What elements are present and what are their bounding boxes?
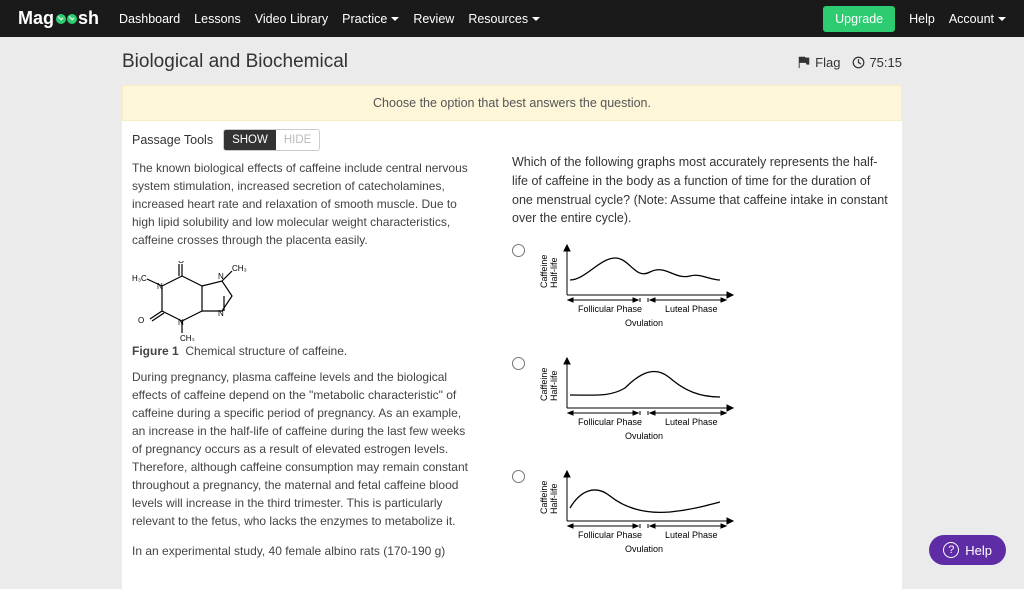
- nav-link-video-library[interactable]: Video Library: [255, 12, 328, 26]
- nav-account-label: Account: [949, 12, 994, 26]
- clock-icon: [852, 56, 865, 69]
- logo-oo-icon: [55, 14, 77, 24]
- timer: 75:15: [852, 55, 902, 70]
- svg-text:Luteal Phase: Luteal Phase: [665, 417, 718, 427]
- svg-text:CH₃: CH₃: [180, 334, 195, 341]
- svg-text:CH₃: CH₃: [232, 264, 247, 273]
- flag-button[interactable]: Flag: [797, 55, 840, 70]
- chevron-down-icon: [998, 17, 1006, 21]
- passage-toggle: SHOW HIDE: [223, 129, 320, 151]
- svg-text:Caffeine: Caffeine: [539, 481, 549, 514]
- logo-prefix: Mag: [18, 8, 54, 29]
- nav-help-link[interactable]: Help: [909, 12, 935, 26]
- help-widget[interactable]: ? Help: [929, 535, 1006, 565]
- passage-paragraph: During pregnancy, plasma caffeine levels…: [132, 368, 474, 530]
- passage-paragraph: In an experimental study, 40 female albi…: [132, 542, 474, 559]
- passage-scroll[interactable]: The known biological effects of caffeine…: [132, 159, 482, 559]
- question-column: Which of the following graphs most accur…: [492, 159, 892, 579]
- svg-text:Caffeine: Caffeine: [539, 255, 549, 288]
- page-title: Biological and Biochemical: [122, 51, 348, 73]
- hide-button[interactable]: HIDE: [276, 130, 319, 150]
- help-icon: ?: [943, 542, 959, 558]
- nav-link-dashboard[interactable]: Dashboard: [119, 12, 180, 26]
- chevron-down-icon: [532, 17, 540, 21]
- caffeine-structure-icon: H₃C CH₃ CH₃ O O N N N N: [132, 261, 252, 341]
- svg-text:Follicular Phase: Follicular Phase: [578, 417, 642, 427]
- figure-caption-text: Chemical structure of caffeine.: [185, 344, 347, 358]
- svg-text:Ovulation: Ovulation: [625, 431, 663, 441]
- graph-b: Caffeine Half-life Follicular Phase Lute…: [535, 353, 745, 448]
- svg-text:O: O: [138, 316, 144, 325]
- svg-text:H₃C: H₃C: [132, 274, 147, 283]
- svg-text:N: N: [218, 272, 224, 281]
- radio-b[interactable]: [512, 357, 525, 370]
- answer-option-c[interactable]: Caffeine Half-life Follicular Phase Lute…: [512, 466, 892, 561]
- main-container: Biological and Biochemical Flag 75:15 Ch…: [122, 37, 902, 589]
- logo[interactable]: Mag sh: [18, 8, 99, 29]
- radio-c[interactable]: [512, 470, 525, 483]
- passage-tools-label: Passage Tools: [132, 133, 213, 147]
- nav-account-link[interactable]: Account: [949, 12, 1006, 26]
- graph-icon: Caffeine Half-life Follicular Phase Lute…: [535, 466, 745, 561]
- nav-link-practice[interactable]: Practice: [342, 12, 399, 26]
- navbar: Mag sh Dashboard Lessons Video Library Pract…: [0, 0, 1024, 37]
- nav-link-review[interactable]: Review: [413, 12, 454, 26]
- answer-option-a[interactable]: Caffeine Half-life Follicular Phase Lute…: [512, 240, 892, 335]
- nav-link-lessons[interactable]: Lessons: [194, 12, 241, 26]
- upgrade-button[interactable]: Upgrade: [823, 6, 895, 32]
- svg-text:Ovulation: Ovulation: [625, 544, 663, 554]
- flag-icon: [797, 55, 811, 69]
- graph-a: Caffeine Half-life Follicular Phase Lute…: [535, 240, 745, 335]
- title-row: Biological and Biochemical Flag 75:15: [122, 37, 902, 85]
- passage-column: The known biological effects of caffeine…: [132, 159, 492, 579]
- logo-suffix: sh: [78, 8, 99, 29]
- svg-text:Half-life: Half-life: [549, 370, 559, 401]
- svg-text:Half-life: Half-life: [549, 483, 559, 514]
- svg-text:N: N: [178, 318, 184, 327]
- svg-text:Follicular Phase: Follicular Phase: [578, 304, 642, 314]
- svg-text:O: O: [178, 261, 184, 265]
- content-row: The known biological effects of caffeine…: [122, 159, 902, 589]
- svg-text:Half-life: Half-life: [549, 257, 559, 288]
- figure-caption: Figure 1 Chemical structure of caffeine.: [132, 344, 474, 358]
- svg-text:Follicular Phase: Follicular Phase: [578, 530, 642, 540]
- figure-label: Figure 1: [132, 344, 179, 358]
- flag-label: Flag: [815, 55, 840, 70]
- nav-links: Dashboard Lessons Video Library Practice Rev…: [119, 12, 540, 26]
- question-stem: Which of the following graphs most accur…: [512, 153, 892, 228]
- help-widget-label: Help: [965, 543, 992, 558]
- passage-paragraph: The known biological effects of caffeine…: [132, 159, 474, 249]
- svg-text:Luteal Phase: Luteal Phase: [665, 530, 718, 540]
- chevron-down-icon: [391, 17, 399, 21]
- svg-text:N: N: [157, 282, 163, 291]
- nav-link-resources[interactable]: Resources: [468, 12, 540, 26]
- nav-right: Upgrade Help Account: [823, 6, 1006, 32]
- svg-text:Luteal Phase: Luteal Phase: [665, 304, 718, 314]
- instruction-bar: Choose the option that best answers the …: [122, 85, 902, 121]
- graph-c: Caffeine Half-life Follicular Phase Lute…: [535, 466, 745, 561]
- svg-text:Ovulation: Ovulation: [625, 318, 663, 328]
- graph-icon: Caffeine Half-life Follicular Phase Lute…: [535, 353, 745, 448]
- figure-1: H₃C CH₃ CH₃ O O N N N N Figure 1 Chemica…: [132, 261, 474, 358]
- show-button[interactable]: SHOW: [224, 130, 276, 150]
- graph-icon: Caffeine Half-life Follicular Phase Lute…: [535, 240, 745, 335]
- svg-text:N: N: [218, 309, 224, 318]
- answer-option-b[interactable]: Caffeine Half-life Follicular Phase Lute…: [512, 353, 892, 448]
- radio-a[interactable]: [512, 244, 525, 257]
- svg-text:Caffeine: Caffeine: [539, 368, 549, 401]
- timer-value: 75:15: [869, 55, 902, 70]
